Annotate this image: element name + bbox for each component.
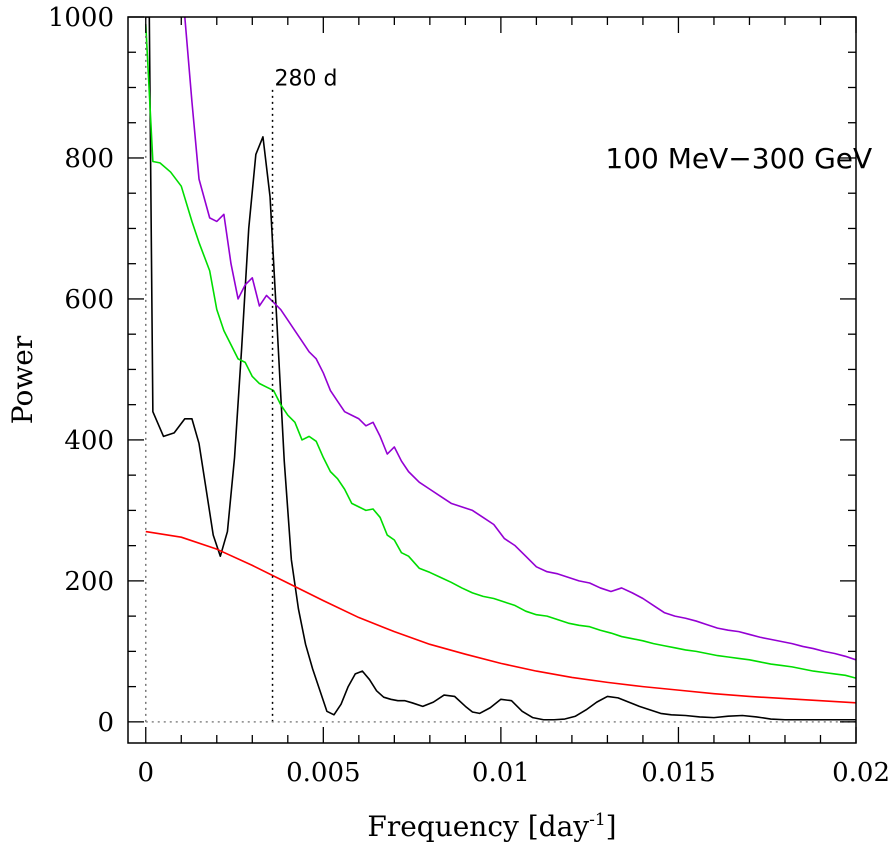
x-tick-label-3: 0.015 [641, 758, 715, 788]
y-tick-label-3: 600 [64, 285, 114, 315]
series-line-3 [144, 24, 856, 679]
energy-band-label: 100 MeV−300 GeV [605, 142, 872, 175]
x-axis-title-end: ] [606, 810, 617, 843]
axis-tick-labels: 0 0.005 0.01 0.015 0.02 0 200 400 600 800 1000 [48, 3, 890, 788]
y-axis-title: Power [6, 335, 39, 424]
reference-lines [145, 17, 856, 723]
series-line-1 [145, 17, 856, 721]
y-tick-label-1: 200 [64, 567, 114, 597]
y-tick-label-5: 1000 [48, 3, 114, 33]
y-tick-label-0: 0 [97, 708, 114, 738]
y-tick-label-4: 800 [64, 144, 114, 174]
x-tick-label-0: 0 [137, 758, 154, 788]
plot-frame [127, 16, 857, 744]
x-axis-title: Frequency [day-1] [367, 810, 616, 843]
x-axis-title-main: Frequency [day [367, 810, 589, 843]
axis-ticks [128, 16, 857, 743]
x-tick-label-4: 0.02 [832, 758, 890, 788]
series-line-4 [184, 17, 856, 661]
x-tick-label-1: 0.005 [286, 758, 360, 788]
x-axis-title-superscript: -1 [589, 810, 606, 830]
x-tick-label-2: 0.01 [472, 758, 530, 788]
period-annotation: 280 d [275, 66, 338, 91]
series-line-2 [145, 530, 856, 704]
series-layer [144, 17, 856, 721]
y-tick-label-2: 400 [64, 426, 114, 456]
